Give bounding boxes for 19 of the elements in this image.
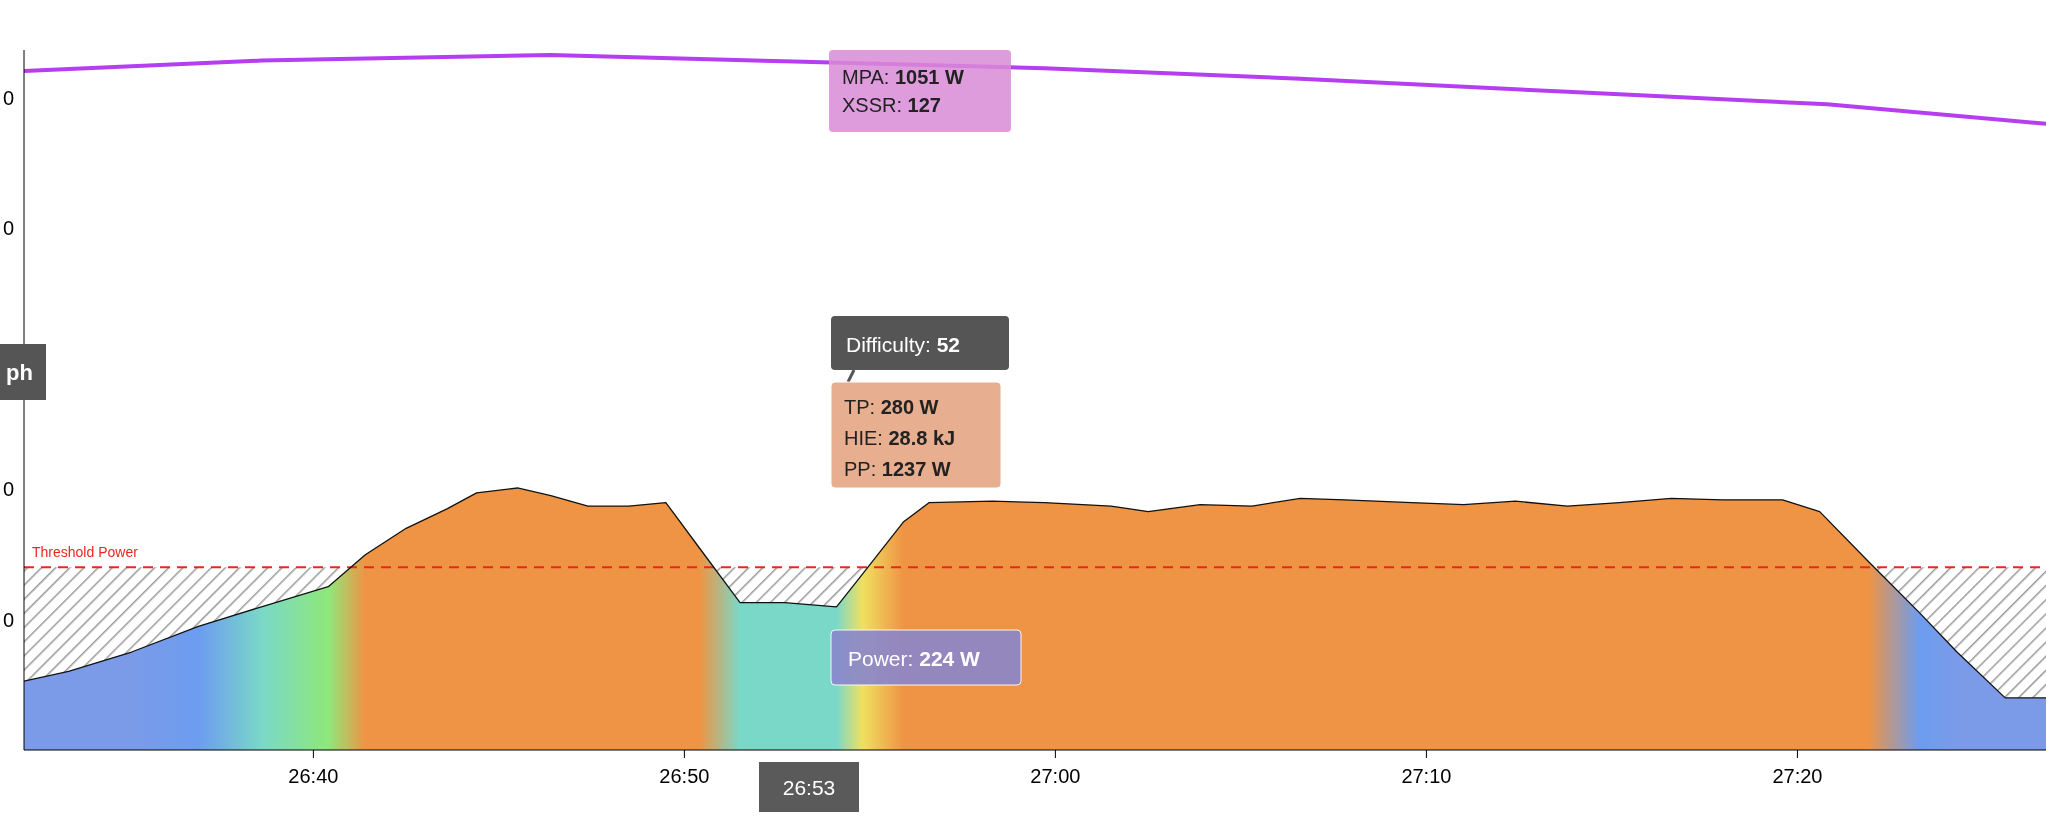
annotation: MPA: 1051 W [842, 66, 965, 88]
annotation: Difficulty: 52 [846, 333, 960, 356]
annotation: Power: 224 W [848, 647, 981, 670]
text: 26:53 [782, 776, 836, 799]
annotation: HIE: 28.8 kJ [844, 427, 956, 449]
annotation: ph [6, 360, 33, 385]
x-tick-label: 27:10 [1401, 765, 1452, 787]
text: 0 [2, 217, 14, 239]
x-tick-label: 27:20 [1772, 765, 1823, 787]
annotation: TP: 280 W [844, 396, 939, 418]
annotation: PP: 1237 W [844, 458, 951, 480]
text: 0 [2, 478, 14, 500]
text: 0 [2, 86, 14, 109]
x-tick-label: 26:40 [288, 765, 339, 787]
ref-line-label: Threshold Power [32, 544, 139, 561]
x-tick-label: 27:00 [1030, 765, 1081, 787]
annotation: XSSR: 127 [842, 94, 941, 116]
text: 0 [2, 608, 14, 631]
x-tick-label: 26:50 [659, 765, 710, 787]
